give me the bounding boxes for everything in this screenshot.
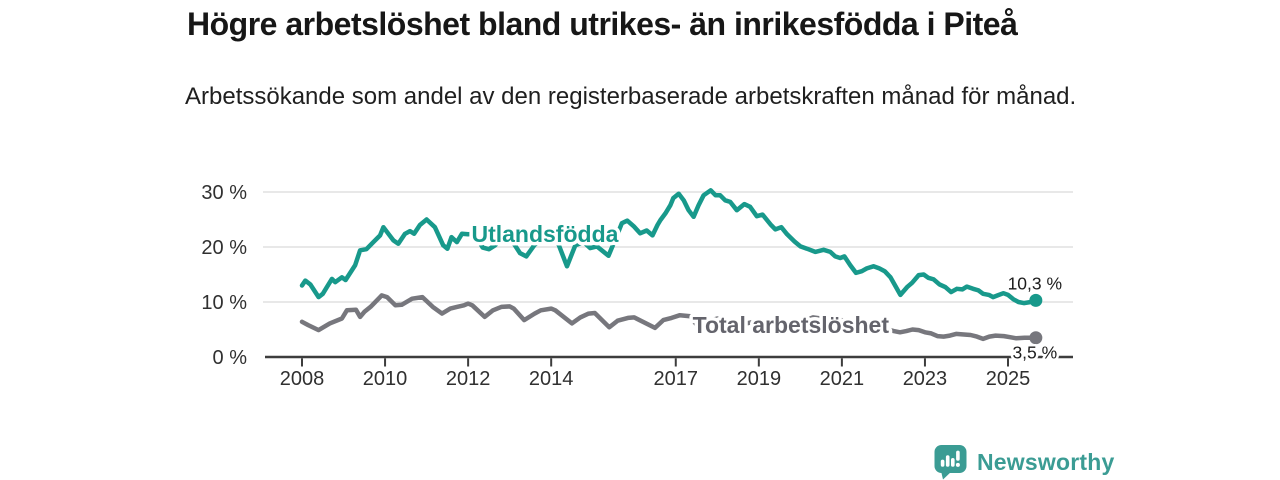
- newsworthy-logo: Newsworthy: [934, 444, 1114, 480]
- x-axis-tick-label: 2017: [654, 368, 699, 390]
- x-axis-tick-label: 2023: [903, 368, 948, 390]
- x-axis-tick-label: 2025: [986, 368, 1031, 390]
- y-axis-tick-label: 20 %: [201, 237, 247, 259]
- brand-name: Newsworthy: [977, 448, 1115, 475]
- x-axis-tick-label: 2014: [529, 368, 574, 390]
- series-end-dot: [1029, 331, 1043, 345]
- y-axis-tick-label: 10 %: [201, 292, 247, 314]
- chart-subtitle: Arbetssökande som andel av den registerb…: [185, 83, 1077, 110]
- series-end-value-label: 3,5 %: [1012, 342, 1057, 362]
- x-axis-tick-label: 2010: [363, 368, 408, 390]
- x-axis-tick-label: 2019: [737, 368, 782, 390]
- y-axis-tick-label: 30 %: [201, 182, 247, 204]
- series-inline-label: Total arbetslöshet: [693, 312, 890, 338]
- series-end-value-label: 10,3 %: [1008, 273, 1062, 293]
- series-inline-label: Utlandsfödda: [471, 221, 618, 247]
- series-line-total-arbetsl-shet: [299, 293, 1039, 342]
- y-axis-tick-label: 0 %: [213, 347, 248, 369]
- newsworthy-logo-icon: [934, 445, 967, 480]
- x-axis-tick-label: 2021: [820, 368, 865, 390]
- page-title: Högre arbetslöshet bland utrikes- än inr…: [187, 6, 1018, 42]
- x-axis-tick-label: 2012: [446, 368, 491, 390]
- x-axis-tick-label: 2008: [280, 368, 325, 390]
- series-line-utlandsf-dda: [299, 188, 1039, 306]
- series-end-dot: [1029, 293, 1043, 307]
